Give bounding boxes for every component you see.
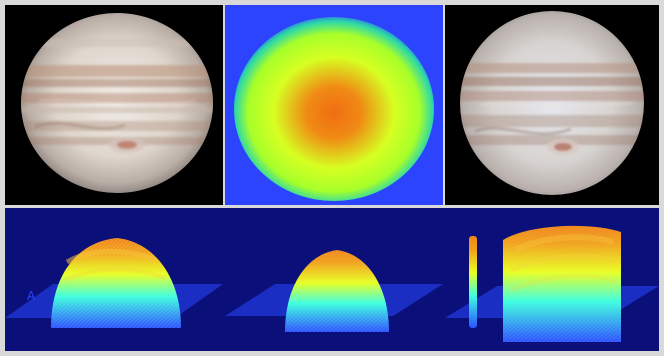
radial-heatmap [225,5,443,205]
jupiter-photo-left [5,5,223,205]
surface-plot-left: A [5,208,223,351]
surface-plot-middle [225,208,443,351]
jupiter-photo-right [445,5,659,205]
tiny-label-a: A [27,289,36,303]
surface-plot-right [445,208,659,351]
